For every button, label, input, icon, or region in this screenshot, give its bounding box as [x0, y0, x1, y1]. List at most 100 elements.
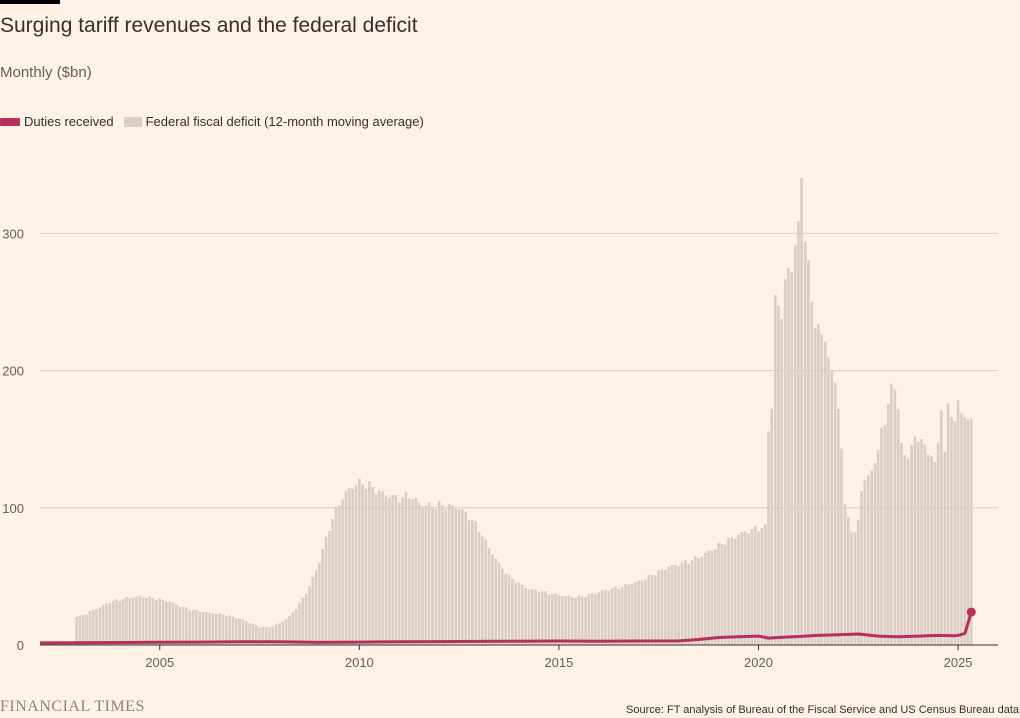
deficit-bar — [371, 487, 374, 645]
deficit-bar — [314, 570, 318, 645]
deficit-bar — [374, 493, 378, 645]
deficit-bar — [427, 502, 431, 645]
deficit-bar — [537, 592, 541, 645]
deficit-bar — [404, 492, 408, 645]
deficit-bar — [75, 616, 79, 645]
deficit-bar — [504, 574, 507, 645]
y-tick-label-300: 300 — [2, 226, 24, 241]
deficit-bar — [494, 558, 498, 645]
deficit-bar — [953, 421, 957, 645]
deficit-bar — [830, 370, 834, 645]
deficit-bar — [447, 504, 451, 645]
deficit-bar — [437, 501, 441, 645]
deficit-bar — [271, 626, 275, 645]
deficit-bar — [767, 431, 770, 645]
deficit-bar — [348, 488, 351, 645]
deficit-bar — [694, 556, 697, 645]
deficit-bar — [358, 478, 361, 645]
deficit-bar — [341, 499, 344, 645]
deficit-bar — [860, 491, 863, 645]
deficit-bar — [377, 490, 381, 645]
deficit-bar — [773, 295, 777, 645]
deficit-bar — [201, 612, 205, 645]
deficit-bar — [284, 619, 288, 645]
deficit-bar — [178, 606, 181, 645]
deficit-bar — [158, 598, 162, 645]
deficit-bar — [138, 595, 142, 645]
deficit-bar — [457, 509, 461, 645]
deficit-bar — [228, 615, 231, 645]
deficit-bar — [564, 595, 567, 645]
deficit-bar — [397, 502, 401, 645]
deficit-bar — [344, 490, 348, 645]
deficit-bars — [75, 177, 973, 645]
deficit-bar — [856, 519, 860, 645]
deficit-bar — [843, 504, 847, 645]
deficit-bar — [837, 408, 840, 645]
deficit-bar — [191, 609, 195, 645]
deficit-bar — [753, 526, 757, 645]
deficit-bar — [687, 563, 690, 645]
deficit-bar — [574, 597, 577, 645]
deficit-bar — [570, 597, 574, 645]
deficit-bar — [969, 418, 973, 645]
deficit-bar — [703, 552, 707, 645]
deficit-bar — [896, 409, 900, 645]
deficit-bar — [823, 341, 827, 645]
deficit-bar — [743, 531, 747, 645]
deficit-bar — [521, 584, 524, 645]
deficit-bar — [614, 586, 617, 645]
deficit-bar — [131, 597, 135, 645]
deficit-bar — [98, 607, 102, 645]
deficit-bar — [640, 580, 644, 645]
deficit-bar — [501, 568, 504, 645]
deficit-bar — [966, 419, 970, 645]
deficit-bar — [647, 574, 651, 645]
deficit-bar — [168, 601, 172, 645]
deficit-bar — [847, 517, 850, 645]
deficit-bar — [88, 611, 92, 645]
deficit-bar — [328, 531, 331, 645]
deficit-bar — [394, 495, 398, 645]
chart-plot: 0 100 200 300 2005 2010 2015 2020 2025 — [2, 177, 998, 670]
deficit-bar — [790, 272, 793, 645]
deficit-bar — [244, 621, 248, 645]
deficit-bar — [411, 499, 414, 645]
deficit-bar — [234, 618, 238, 645]
deficit-bar — [198, 611, 201, 645]
legend-item-duties: Duties received — [0, 114, 114, 129]
deficit-bar — [431, 506, 434, 645]
deficit-bar — [218, 612, 221, 645]
deficit-bar — [820, 334, 823, 645]
deficit-bar — [274, 624, 278, 645]
deficit-bar — [444, 509, 448, 645]
deficit-bar — [185, 607, 188, 645]
deficit-bar — [141, 597, 145, 645]
deficit-bar — [654, 575, 657, 645]
deficit-bar — [550, 594, 554, 645]
deficit-bar — [387, 497, 391, 645]
deficit-bar — [617, 589, 621, 645]
deficit-bar — [700, 556, 704, 645]
deficit-bar — [870, 470, 873, 645]
deficit-bar — [840, 448, 843, 645]
deficit-bar — [777, 305, 780, 645]
deficit-bar — [91, 609, 95, 645]
deficit-bar — [723, 544, 727, 645]
deficit-bar — [900, 442, 903, 645]
deficit-bar — [118, 600, 122, 645]
deficit-bar — [850, 531, 853, 645]
deficit-bar — [956, 400, 960, 645]
deficit-bar — [587, 594, 591, 645]
deficit-bar — [221, 614, 225, 645]
deficit-bar — [145, 597, 148, 645]
legend-bar-swatch — [123, 116, 142, 127]
deficit-bar — [481, 536, 484, 645]
x-tick-label-2025: 2025 — [944, 655, 973, 670]
deficit-bar — [417, 503, 421, 645]
deficit-bar — [258, 627, 261, 645]
deficit-bar — [421, 506, 424, 645]
deficit-bar — [747, 533, 750, 645]
deficit-bar — [338, 505, 341, 645]
x-tick-label-2005: 2005 — [145, 655, 174, 670]
